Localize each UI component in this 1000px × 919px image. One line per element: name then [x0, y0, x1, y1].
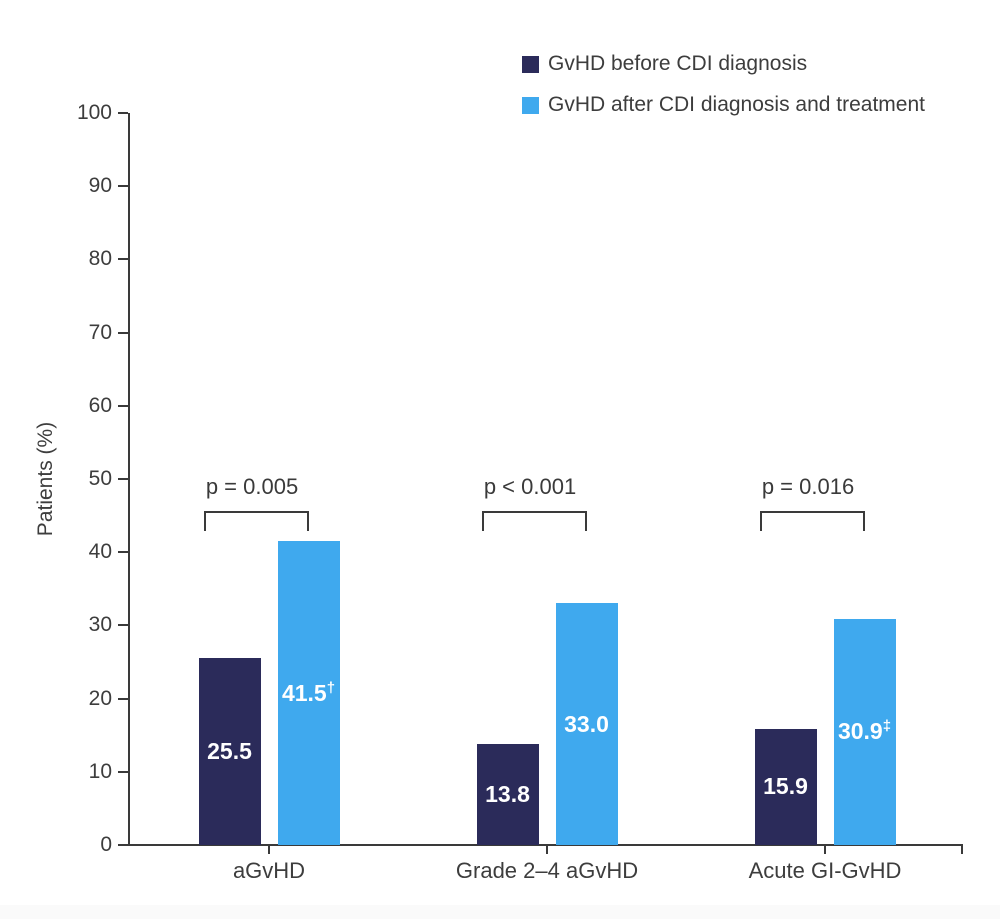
y-tick — [118, 404, 128, 407]
category-label: aGvHD — [232, 858, 306, 883]
bar-value-label: 13.8 — [485, 780, 530, 807]
y-tick — [118, 844, 128, 846]
y-tick — [118, 697, 128, 700]
bottom-edge-strip — [0, 905, 1000, 919]
y-tick-label: 60 — [88, 393, 112, 417]
x-axis-line — [118, 844, 963, 846]
bar-value-label: 15.9 — [763, 773, 808, 800]
bar-after-cdi: 33.0 — [555, 603, 618, 845]
y-tick — [118, 112, 128, 114]
significance-bracket — [481, 511, 587, 531]
legend-label-after: GvHD after CDI diagnosis and treatment — [548, 93, 925, 116]
x-axis-end-tick — [961, 846, 963, 854]
legend-item-before: GvHD before CDI diagnosis — [522, 52, 925, 76]
y-tick — [118, 331, 128, 334]
y-tick-label: 20 — [88, 686, 112, 710]
y-tick-label: 30 — [88, 613, 112, 637]
y-tick-label: 80 — [88, 247, 112, 271]
p-value-label: p = 0.005 — [205, 474, 299, 499]
legend-label-before: GvHD before CDI diagnosis — [548, 52, 808, 75]
bar-before-cdi: 25.5 — [198, 658, 261, 845]
value-footnote-marker: † — [326, 678, 336, 696]
bar-value-label: 41.5† — [281, 678, 336, 706]
y-tick — [118, 770, 128, 773]
y-tick — [118, 258, 128, 261]
bar-after-cdi: 30.9‡ — [833, 618, 896, 845]
significance-bracket — [203, 511, 309, 531]
y-tick-label: 100 — [76, 101, 112, 124]
x-tick — [546, 846, 548, 854]
value-footnote-marker: ‡ — [882, 717, 892, 735]
x-tick — [824, 846, 826, 854]
y-tick — [118, 185, 128, 188]
significance-bracket — [759, 511, 865, 531]
y-tick-label: 90 — [88, 174, 112, 198]
bar-value-label: 25.5 — [207, 738, 252, 765]
legend-swatch-after-icon — [522, 96, 539, 114]
bar-value-label: 30.9‡ — [837, 717, 892, 745]
y-tick — [118, 551, 128, 554]
bar-value-label: 33.0 — [564, 710, 609, 737]
y-axis-line — [128, 113, 130, 845]
y-tick — [118, 478, 128, 480]
y-tick — [118, 624, 128, 627]
bar-after-cdi: 41.5† — [277, 541, 340, 845]
legend-swatch-before-icon — [522, 55, 539, 73]
legend-item-after: GvHD after CDI diagnosis and treatment — [522, 93, 925, 117]
bar-before-cdi: 13.8 — [476, 743, 539, 845]
x-tick — [268, 846, 270, 854]
y-tick-label: 40 — [88, 540, 112, 564]
y-tick-label: 70 — [88, 320, 112, 344]
y-tick-label: 50 — [88, 467, 112, 490]
category-label: Grade 2–4 aGvHD — [455, 858, 639, 883]
y-tick-label: 10 — [88, 759, 112, 783]
legend: GvHD before CDI diagnosis GvHD after CDI… — [522, 52, 925, 134]
bar-before-cdi: 15.9 — [754, 728, 817, 845]
category-label: Acute GI-GvHD — [748, 858, 902, 883]
p-value-label: p = 0.016 — [761, 474, 855, 499]
y-tick-label: 0 — [100, 833, 112, 856]
p-value-label: p < 0.001 — [483, 474, 577, 499]
